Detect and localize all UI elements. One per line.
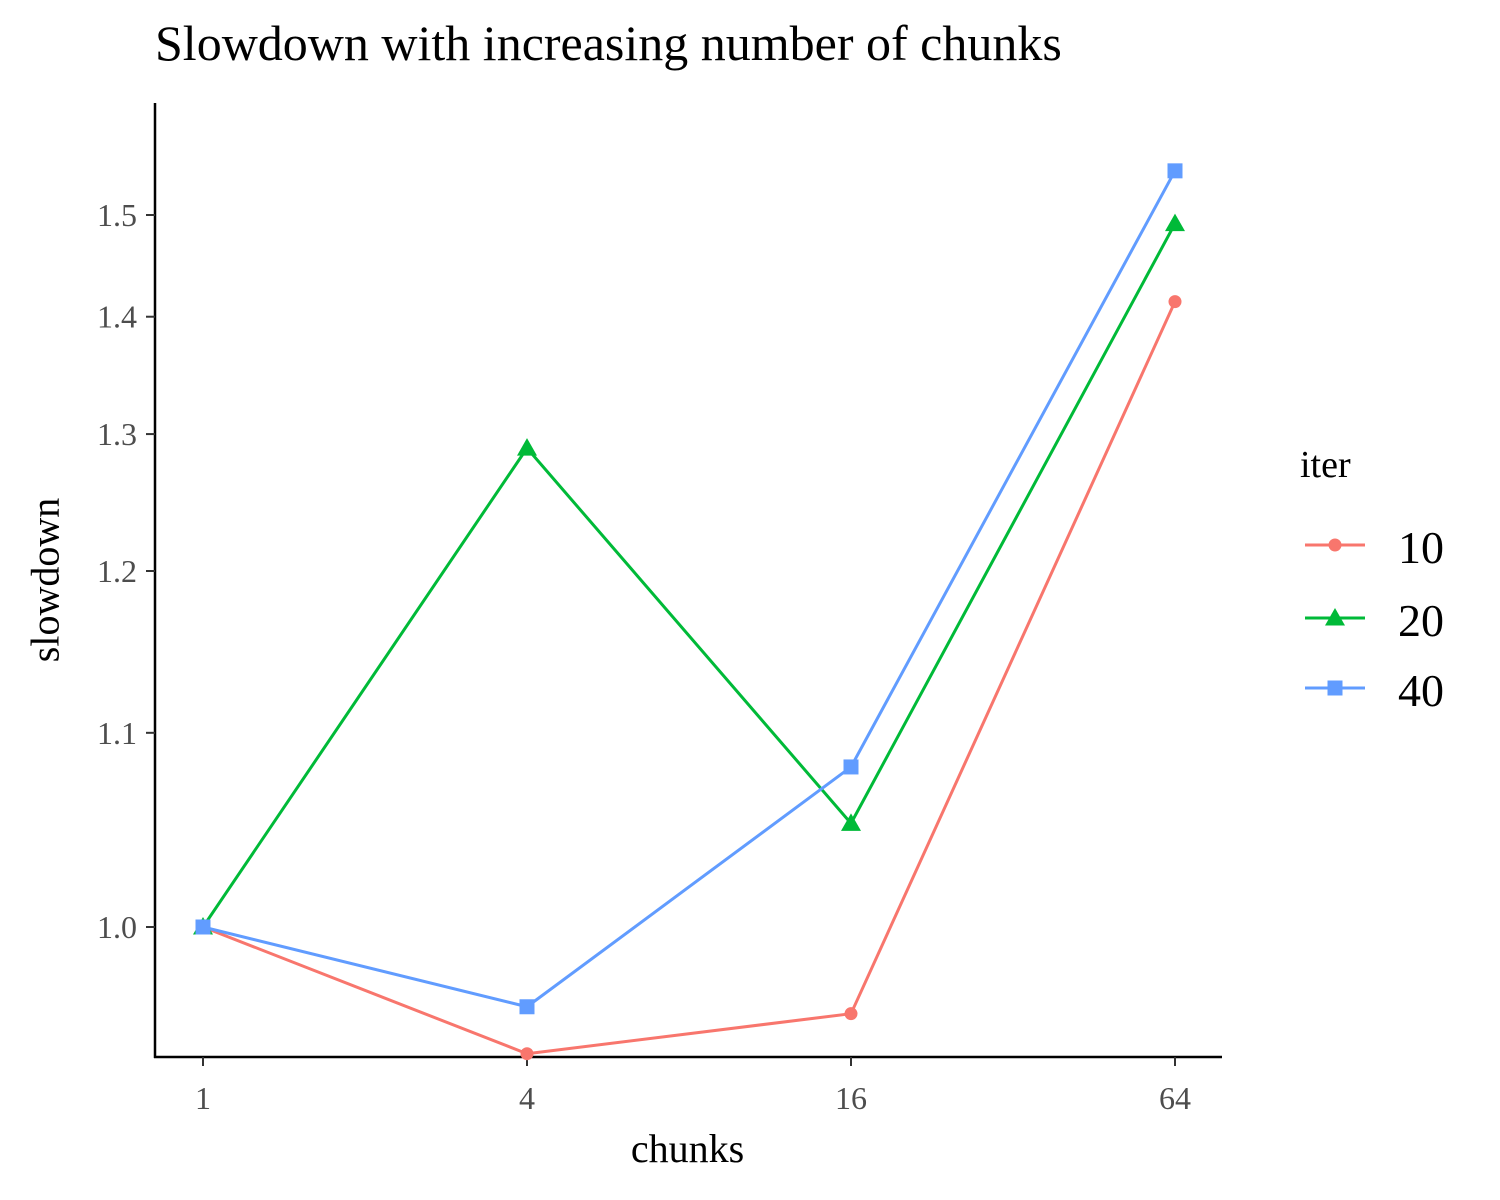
legend-label-40: 40	[1398, 665, 1444, 716]
point-10-4	[520, 1047, 534, 1061]
point-40-16	[843, 759, 859, 775]
legend-marker-40	[1327, 680, 1343, 696]
x-tick-label: 1	[195, 1080, 211, 1116]
legend-title: iter	[1300, 444, 1351, 486]
x-axis-label: chunks	[630, 1126, 745, 1171]
point-20-64	[1165, 213, 1185, 232]
legend-item-40: 40	[1300, 658, 1500, 718]
series-markers	[193, 163, 1185, 1061]
y-tick-label: 1.0	[97, 909, 137, 945]
legend-item-10: 10	[1300, 515, 1500, 575]
tick-labels: 1.0 1.1 1.2 1.3 1.4 1.5 1 4 16 64	[97, 197, 1191, 1116]
point-10-64	[1168, 295, 1182, 309]
legend-key-40	[1305, 680, 1365, 696]
series-lines	[201, 170, 1177, 1056]
y-tick-label: 1.3	[97, 416, 137, 452]
axes	[146, 103, 1222, 1066]
y-tick-label: 1.1	[97, 715, 137, 751]
point-40-4	[519, 999, 535, 1015]
chart-title: Slowdown with increasing number of chunk…	[155, 15, 1062, 71]
point-20-16	[841, 813, 861, 831]
legend-key-20	[1305, 608, 1365, 626]
point-40-1	[195, 919, 211, 935]
x-tick-label: 16	[835, 1080, 867, 1116]
legend-label-20: 20	[1398, 595, 1444, 646]
x-tick-label: 64	[1159, 1080, 1191, 1116]
y-tick-label: 1.2	[97, 553, 137, 589]
legend-item-20: 20	[1300, 588, 1500, 648]
legend-label-10: 10	[1398, 522, 1444, 573]
y-tick-label: 1.5	[97, 197, 137, 233]
series-line-40	[202, 170, 1177, 1009]
legend-key-10	[1305, 538, 1365, 552]
y-axis-label: slowdown	[22, 497, 68, 663]
series-line-10	[202, 300, 1177, 1056]
x-tick-label: 4	[519, 1080, 535, 1116]
point-10-16	[844, 1007, 858, 1021]
point-20-4	[517, 438, 537, 456]
y-tick-label: 1.4	[97, 299, 137, 335]
legend-marker-20	[1325, 608, 1345, 626]
legend-marker-10	[1328, 538, 1342, 552]
point-40-64	[1167, 163, 1183, 179]
series-line-20	[201, 222, 1177, 928]
